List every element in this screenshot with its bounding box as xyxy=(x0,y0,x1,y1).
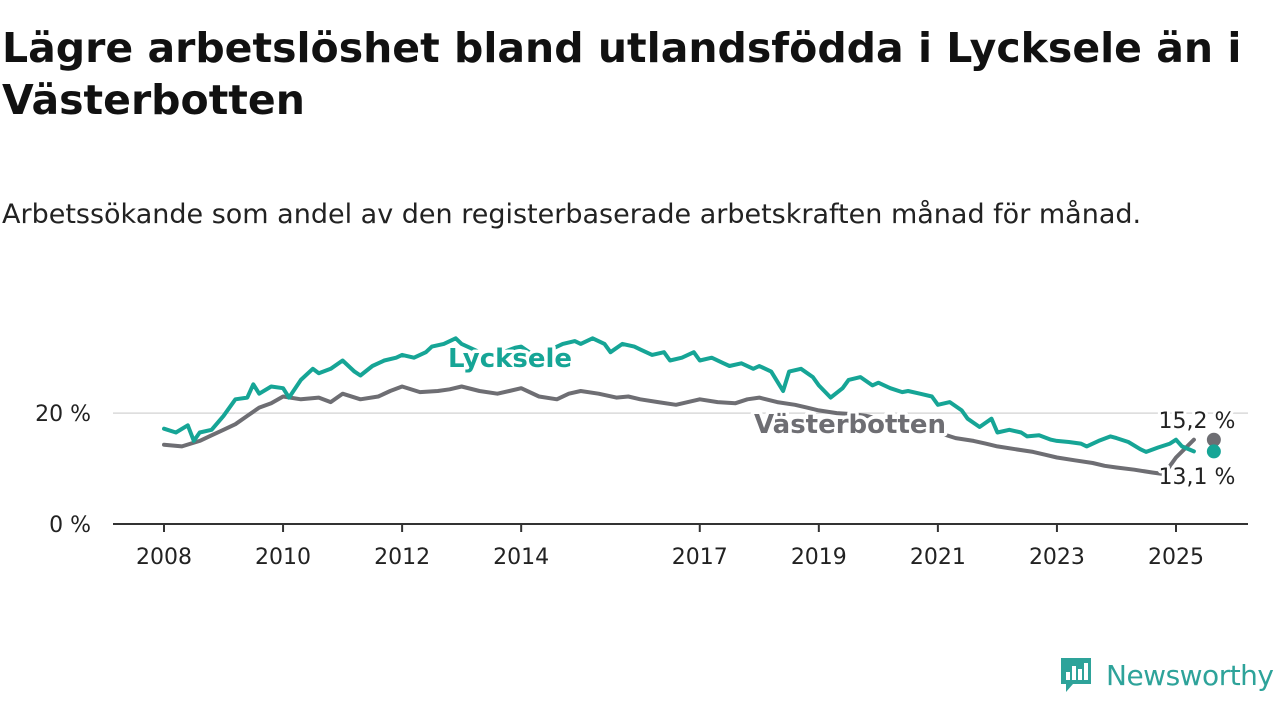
brand-logo[interactable]: Newsworthy xyxy=(1058,654,1274,696)
x-tick-label: 2025 xyxy=(1148,545,1204,570)
series-end-label-västerbotten: 15,2 % xyxy=(1159,409,1236,434)
x-tick-label: 2012 xyxy=(374,545,430,570)
y-tick-label: 0 % xyxy=(49,513,91,538)
x-tick-label: 2008 xyxy=(136,545,192,570)
series-line-lycksele xyxy=(162,336,1196,454)
series-end-label-lycksele: 13,1 % xyxy=(1159,465,1236,490)
x-tick-label: 2017 xyxy=(672,545,728,570)
x-tick-label: 2019 xyxy=(791,545,847,570)
series-end-point-lycksele xyxy=(1206,444,1221,459)
x-tick-label: 2023 xyxy=(1029,545,1085,570)
series-label-västerbotten: Västerbotten xyxy=(754,410,946,440)
series-line-västerbotten xyxy=(162,384,1196,477)
chart-title: Lägre arbetslöshet bland utlandsfödda i … xyxy=(2,24,1242,124)
chart-subtitle: Arbetssökande som andel av den registerb… xyxy=(2,199,1142,230)
x-tick-label: 2014 xyxy=(493,545,549,570)
y-tick-label: 20 % xyxy=(35,402,91,427)
bar-chart-icon xyxy=(1061,658,1091,692)
series-end-point-västerbotten xyxy=(1206,432,1221,447)
x-tick-label: 2021 xyxy=(910,545,966,570)
x-tick-label: 2010 xyxy=(255,545,311,570)
brand-name: Newsworthy xyxy=(1106,658,1274,692)
series-label-lycksele: Lycksele xyxy=(448,344,572,374)
